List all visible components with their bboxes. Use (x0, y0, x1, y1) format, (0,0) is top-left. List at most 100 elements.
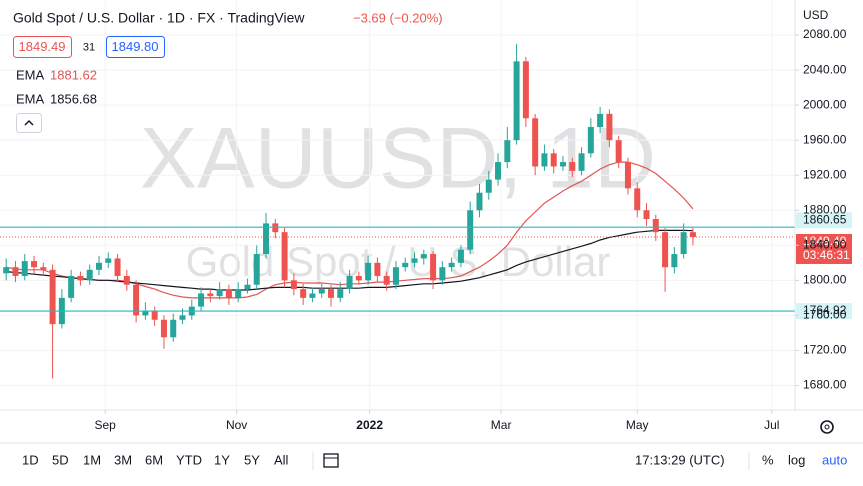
candle-body (439, 267, 446, 281)
candle-body (485, 179, 492, 193)
candle-body (290, 280, 297, 290)
candle-body (689, 232, 696, 237)
candle-body (559, 162, 566, 167)
range-button[interactable]: YTD (176, 452, 202, 467)
range-button[interactable]: 1Y (214, 452, 230, 467)
candle-body (12, 267, 19, 276)
level-label-box (796, 212, 852, 229)
x-tick-label: Sep (94, 418, 116, 432)
candle-body (40, 267, 47, 270)
level-label: 1860.65 (803, 212, 847, 226)
candle-body (105, 258, 112, 263)
legend-value: 1856.68 (50, 91, 97, 106)
candle-body (300, 289, 307, 298)
candle-body (624, 162, 631, 189)
candle-body (337, 289, 344, 298)
price-change: −3.69 (−0.20%) (353, 10, 443, 25)
range-button[interactable]: 1D (22, 452, 39, 467)
candle-body (21, 261, 28, 276)
candle-body (606, 113, 613, 141)
range-button[interactable]: 5D (52, 452, 69, 467)
candle-body (411, 258, 418, 263)
symbol-title[interactable]: Gold Spot / U.S. Dollar · 1D · FX · Trad… (13, 10, 305, 26)
legend: EMA 1881.62 EMA 1856.68 (16, 67, 97, 106)
candle-body (86, 269, 93, 281)
candle-body (587, 127, 594, 154)
candle-body (402, 262, 409, 268)
watermark-symbol: XAUUSD, 1D (140, 111, 656, 207)
log-button[interactable]: log (788, 452, 805, 467)
candle-body (318, 289, 325, 294)
y-tick-label: 1680.00 (803, 378, 847, 392)
legend-name: EMA (16, 67, 45, 82)
watermark: XAUUSD, 1D Gold Spot / U.S. Dollar (140, 111, 656, 285)
currency[interactable]: USD (803, 8, 829, 22)
range-button[interactable]: 5Y (244, 452, 260, 467)
candle-body (662, 232, 669, 268)
candle-body (522, 61, 529, 119)
candle-body (615, 140, 622, 163)
candle-body (244, 284, 251, 290)
candle-body (457, 249, 464, 263)
last-price-box (796, 233, 852, 264)
x-tick-label: 2022 (356, 418, 383, 432)
x-tick-label: Jul (764, 418, 779, 432)
grid (0, 0, 795, 410)
candle-body (346, 275, 353, 290)
countdown: 03:46:31 (803, 248, 850, 262)
gear (820, 420, 834, 434)
candle-body (216, 289, 223, 297)
last-price-label: 1849.49 (803, 234, 847, 248)
candle-body (365, 262, 372, 281)
buy-price: 1849.80 (112, 39, 159, 54)
candle-body (142, 311, 149, 316)
compare-icon[interactable] (323, 453, 339, 468)
percent-button[interactable]: % (762, 452, 774, 467)
candle-body (430, 254, 437, 281)
range-button[interactable]: All (274, 452, 289, 467)
y-tick-label: 1720.00 (803, 343, 847, 357)
candle-body (3, 267, 10, 274)
candle-body (504, 140, 511, 163)
candle-body (114, 258, 121, 276)
range-button[interactable]: 6M (145, 452, 163, 467)
candle-body (123, 275, 130, 285)
clock[interactable]: 17:13:29 (UTC) (635, 452, 725, 467)
y-tick-label: 1920.00 (803, 167, 847, 181)
collapse-icon (24, 119, 34, 126)
candle-body (68, 275, 75, 298)
y-tick-label: 2000.00 (803, 97, 847, 111)
level-label-box (796, 303, 852, 320)
candle-body (578, 153, 585, 171)
calendar-icon (323, 453, 339, 468)
settings-icon[interactable] (820, 420, 834, 434)
candle-body (309, 293, 316, 298)
range-button[interactable]: 3M (114, 452, 132, 467)
candles (3, 43, 696, 379)
candle-body (513, 61, 520, 141)
y-tick-label: 1880.00 (803, 202, 847, 216)
candle-body (160, 319, 167, 338)
collapse-button[interactable] (16, 113, 42, 133)
candle-body (550, 153, 557, 167)
candle-body (151, 311, 158, 320)
sell-box[interactable] (13, 36, 72, 58)
candle-body (476, 192, 483, 211)
candle-body (680, 232, 687, 255)
axis: 1680.00 1720.00 1760.00 1800.00 1840.00 1880.… (94, 27, 846, 432)
x-tick-label: May (626, 418, 649, 432)
candle-body (355, 275, 362, 281)
candle-body (133, 284, 140, 316)
auto-button[interactable]: auto (822, 452, 847, 467)
candle-body (495, 162, 502, 180)
candle-body (179, 315, 186, 320)
gear-center (824, 424, 830, 430)
candle-body (374, 262, 381, 276)
buy-box[interactable] (106, 36, 165, 58)
candle-body (49, 269, 56, 325)
range-button[interactable]: 1M (83, 452, 101, 467)
candle-body (253, 254, 260, 285)
candle-body (225, 289, 232, 298)
